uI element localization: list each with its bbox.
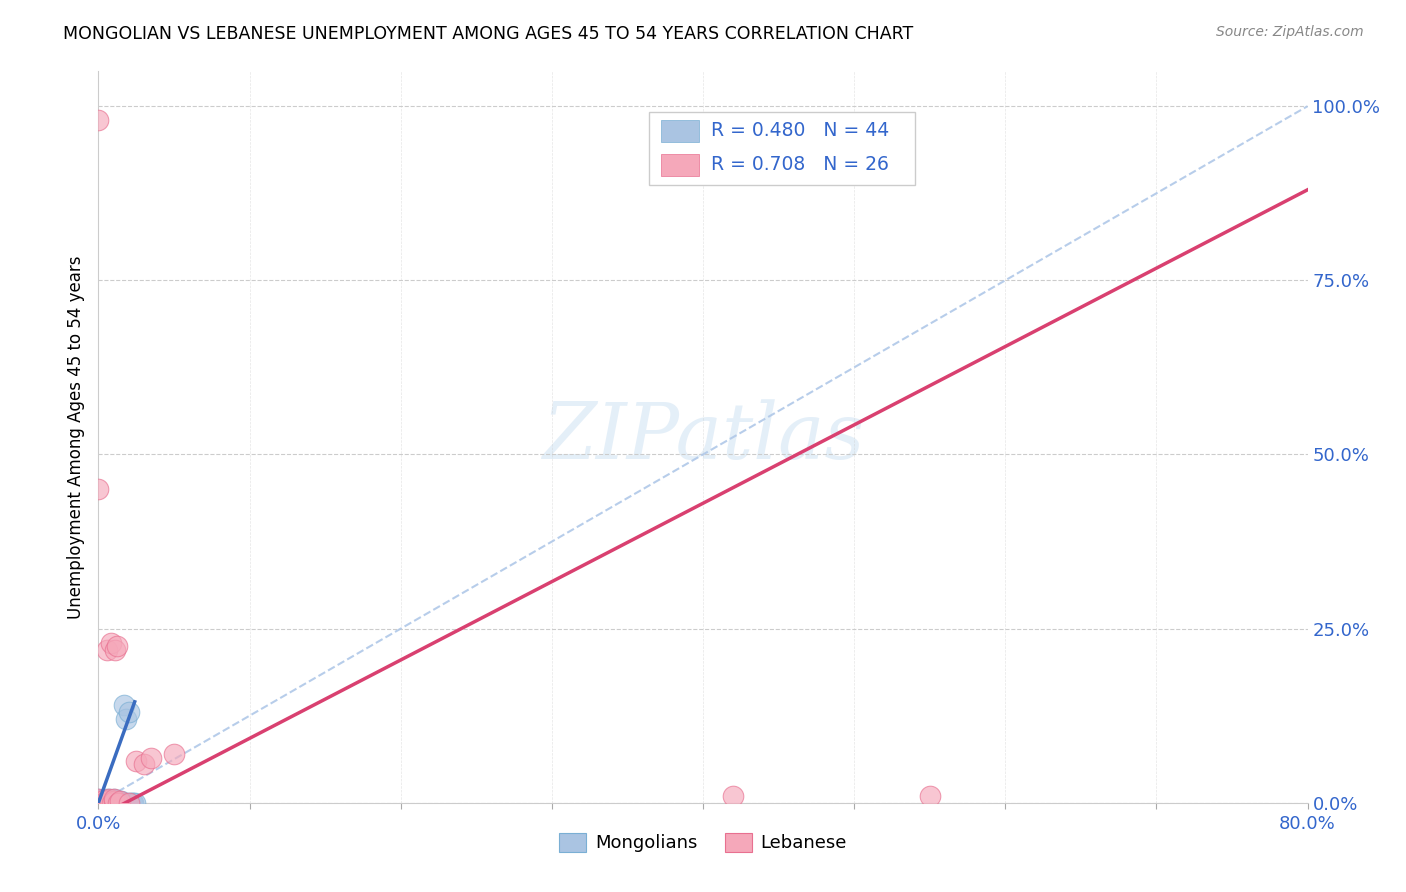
Point <box>105 796 128 810</box>
Point <box>98 794 121 808</box>
Point <box>87 483 110 497</box>
Point <box>108 794 131 808</box>
Point <box>87 796 110 810</box>
Point <box>103 794 125 808</box>
Point <box>132 757 155 772</box>
Point <box>94 796 117 810</box>
Text: R = 0.708   N = 26: R = 0.708 N = 26 <box>711 154 890 174</box>
Point <box>103 796 125 810</box>
Point <box>108 796 131 810</box>
Point <box>125 754 148 768</box>
Point <box>103 792 125 806</box>
FancyBboxPatch shape <box>648 112 915 185</box>
Point <box>141 750 163 764</box>
Point <box>118 796 141 810</box>
Point <box>163 747 186 761</box>
Point <box>87 792 110 806</box>
Point <box>89 793 111 807</box>
Point <box>111 796 134 810</box>
Point <box>112 698 135 713</box>
Point <box>96 793 118 807</box>
Point <box>103 794 125 808</box>
Point <box>87 792 110 806</box>
Point <box>96 796 118 810</box>
Point <box>100 796 122 810</box>
Point <box>87 796 110 810</box>
Point <box>101 796 124 810</box>
Point <box>104 642 127 657</box>
Point <box>104 796 127 810</box>
FancyBboxPatch shape <box>661 120 699 143</box>
Point <box>100 635 122 649</box>
Point <box>98 792 121 806</box>
Legend: Mongolians, Lebanese: Mongolians, Lebanese <box>551 826 855 860</box>
Point <box>98 792 121 806</box>
Point <box>107 796 129 810</box>
Point <box>87 113 110 128</box>
Point <box>122 796 145 810</box>
Point <box>118 705 141 719</box>
Point <box>107 796 129 810</box>
Point <box>93 796 115 810</box>
Point <box>87 794 110 808</box>
Point <box>110 796 132 810</box>
Point <box>100 793 122 807</box>
FancyBboxPatch shape <box>661 154 699 176</box>
Point <box>105 639 128 653</box>
Point <box>105 794 128 808</box>
Point <box>103 792 125 806</box>
Point <box>101 794 124 808</box>
Point <box>115 796 138 810</box>
Point <box>114 712 136 726</box>
Point <box>91 796 114 810</box>
Y-axis label: Unemployment Among Ages 45 to 54 years: Unemployment Among Ages 45 to 54 years <box>66 255 84 619</box>
Text: ZIPatlas: ZIPatlas <box>541 399 865 475</box>
Point <box>93 794 115 808</box>
Point <box>94 794 117 808</box>
Point <box>94 796 117 810</box>
Point <box>723 789 745 803</box>
Point <box>91 796 114 810</box>
Point <box>96 642 118 657</box>
Text: Source: ZipAtlas.com: Source: ZipAtlas.com <box>1216 25 1364 39</box>
Point <box>124 796 146 810</box>
Text: MONGOLIAN VS LEBANESE UNEMPLOYMENT AMONG AGES 45 TO 54 YEARS CORRELATION CHART: MONGOLIAN VS LEBANESE UNEMPLOYMENT AMONG… <box>63 25 914 43</box>
Point <box>120 796 142 810</box>
Point <box>94 794 117 808</box>
Point <box>110 794 132 808</box>
Point <box>918 789 941 803</box>
Point <box>98 796 121 810</box>
Point <box>89 796 111 810</box>
Point <box>107 794 129 808</box>
Point <box>90 796 112 810</box>
Text: R = 0.480   N = 44: R = 0.480 N = 44 <box>711 121 890 140</box>
Point <box>121 796 143 810</box>
Point <box>94 792 117 806</box>
Point <box>90 794 112 808</box>
Point <box>91 793 114 807</box>
Point <box>101 796 124 810</box>
Point <box>104 793 127 807</box>
Point <box>87 794 110 808</box>
Point <box>93 793 115 807</box>
